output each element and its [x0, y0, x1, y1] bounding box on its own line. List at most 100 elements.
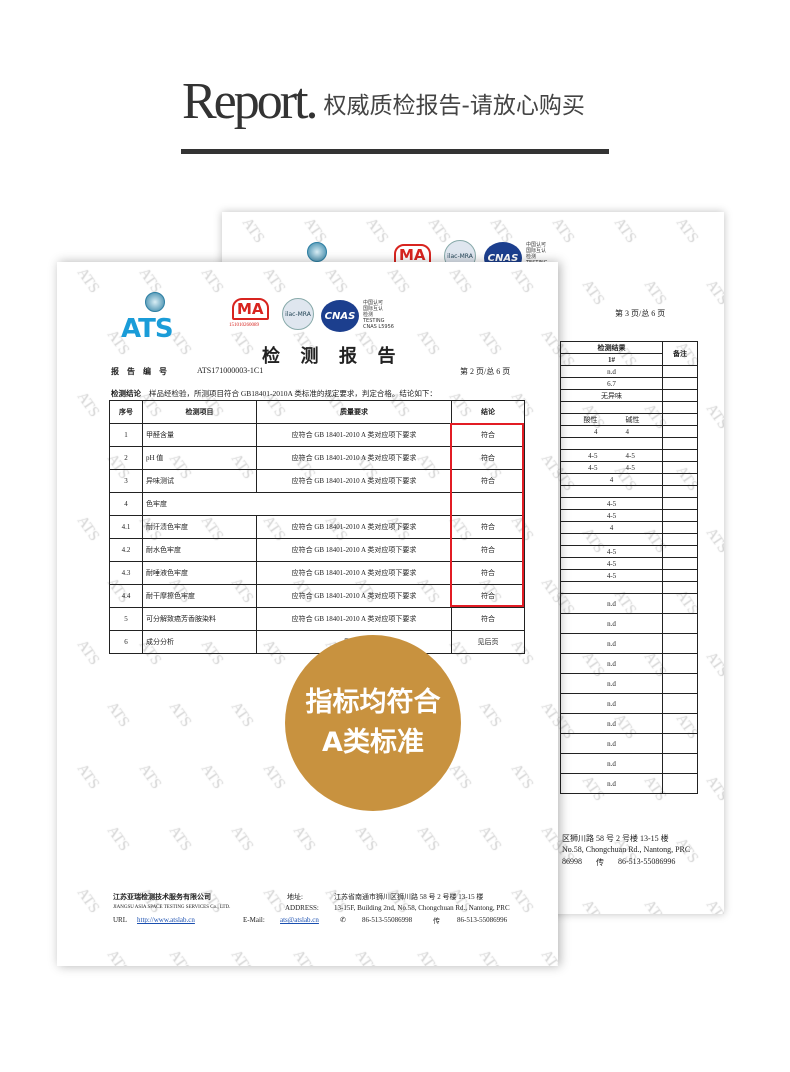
- address-label: 地址:: [287, 893, 303, 901]
- remark-cell: [662, 461, 698, 474]
- header: Report. 权威质检报告-请放心购买: [182, 76, 585, 128]
- result-cell: n.d: [560, 633, 663, 654]
- company-cn: 江苏亚瑞检测技术服务有限公司: [113, 893, 211, 901]
- col-no: 序号: [109, 400, 143, 424]
- result-value: 4-5: [588, 451, 598, 460]
- report-no: ATS171000003-1C1: [197, 366, 264, 375]
- table-row: n.d: [560, 673, 698, 694]
- row-item: pH 值: [142, 446, 257, 470]
- table-row: 4-5 4-5: [560, 461, 698, 474]
- footer-tel: 86998: [562, 857, 582, 866]
- result-cell: [560, 485, 663, 498]
- row-requirement: 应符合 GB 18401-2010 A 类对应项下要求: [256, 607, 452, 631]
- result-value: n.d: [607, 679, 616, 688]
- ats-logo-text: ATS: [121, 314, 174, 344]
- conclusion-label: 检测结论: [111, 389, 141, 398]
- phone: 86-513-55086998: [362, 916, 413, 924]
- website-link[interactable]: http://www.atslab.cn: [137, 916, 195, 924]
- table-row: 4-5: [560, 557, 698, 570]
- badge-line-1: 指标均符合: [305, 687, 441, 718]
- col-requirement: 质量要求: [256, 400, 452, 424]
- table-row: 4-5 4-5: [560, 449, 698, 462]
- result-cell: 4: [560, 521, 663, 534]
- table-row: 6成分分析见后页见后页: [109, 630, 525, 654]
- table-row: 4.1 耐汗渍色牢度 应符合 GB 18401-2010 A 类对应项下要求 符合: [109, 515, 525, 539]
- header-subtitle: 权威质检报告-请放心购买: [323, 93, 585, 119]
- row-requirement: 应符合 GB 18401-2010 A 类对应项下要求: [256, 561, 452, 585]
- results-table: 检测结果 备注 1# n.d 6.7 无异味 酸性 碱性 4 4 4-5 4-5 4-5 4-5 4 4-…: [560, 341, 698, 794]
- row-conclusion: 符合: [451, 607, 525, 631]
- result-header: 检测结果: [560, 341, 663, 354]
- row-no: 2: [109, 446, 143, 470]
- row-no: 4: [109, 492, 143, 516]
- row-item: 色牢度: [142, 492, 452, 516]
- table-row: n.d: [560, 613, 698, 634]
- footer-address: 区狮川路 58 号 2 号楼 13-15 楼: [562, 834, 669, 843]
- result-value: 酸性: [583, 415, 598, 424]
- result-cell: n.d: [560, 653, 663, 674]
- remark-cell: [662, 633, 698, 654]
- phone-icon: ✆: [340, 916, 346, 924]
- table-row: 4: [560, 473, 698, 486]
- remark-cell: [662, 437, 698, 450]
- table-row: n.d: [560, 633, 698, 654]
- result-cell: 4-5: [560, 509, 663, 522]
- row-conclusion: 符合: [451, 446, 525, 470]
- cnas-logo: CNAS: [321, 300, 359, 332]
- remark-cell: [662, 473, 698, 486]
- result-value: 6.7: [607, 379, 616, 388]
- remark-cell: [662, 581, 698, 594]
- table-row: [560, 401, 698, 414]
- sample-id: 1#: [560, 353, 663, 366]
- remark-cell: [662, 545, 698, 558]
- page-number: 第 3 页/总 6 页: [615, 309, 666, 318]
- result-value: 4-5: [588, 463, 598, 472]
- email-link[interactable]: ats@atslab.cn: [280, 916, 319, 924]
- table-row: 4.2 耐水色牢度 应符合 GB 18401-2010 A 类对应项下要求 符合: [109, 538, 525, 562]
- result-value: 4: [594, 427, 598, 436]
- report-wordmark: Report.: [182, 73, 319, 130]
- result-cell: 4-5: [560, 557, 663, 570]
- remark-cell: [662, 593, 698, 614]
- row-item: 可分解致癌芳香胺染料: [142, 607, 257, 631]
- row-item: 异味测试: [142, 469, 257, 493]
- remark-cell: [662, 449, 698, 462]
- row-no: 4.1: [109, 515, 143, 539]
- result-cell: n.d: [560, 673, 663, 694]
- remark-cell: [662, 693, 698, 714]
- result-value: n.d: [607, 619, 616, 628]
- remark-cell: [662, 713, 698, 734]
- result-cell: 4-5: [560, 569, 663, 582]
- badge-line-2: A类标准: [322, 727, 424, 758]
- report-title: 检 测 报 告: [262, 346, 404, 366]
- remark-cell: [662, 773, 698, 794]
- remark-cell: [662, 389, 698, 402]
- result-value: n.d: [607, 599, 616, 608]
- fax-icon: 传: [596, 858, 604, 867]
- result-value: 4: [625, 427, 630, 436]
- result-value: 4-5: [625, 463, 635, 472]
- result-value: n.d: [607, 639, 616, 648]
- row-no: 6: [109, 630, 143, 654]
- table-row: 4-5: [560, 497, 698, 510]
- col-conclusion: 结论: [451, 400, 525, 424]
- result-cell: n.d: [560, 733, 663, 754]
- remark-cell: [662, 733, 698, 754]
- result-cell: [560, 401, 663, 414]
- result-value: n.d: [607, 759, 616, 768]
- compliance-badge: 指标均符合 A类标准: [285, 635, 461, 811]
- result-cell: 6.7: [560, 377, 663, 390]
- table-row: n.d: [560, 733, 698, 754]
- remark-cell: [662, 653, 698, 674]
- table-row: [560, 581, 698, 594]
- result-cell: 4-5 4-5: [560, 461, 663, 474]
- cma-number: 151010260089: [229, 323, 259, 328]
- table-row: 4-5: [560, 509, 698, 522]
- table-row: 5 可分解致癌芳香胺染料 应符合 GB 18401-2010 A 类对应项下要求 符合: [109, 607, 525, 631]
- result-cell: 酸性 碱性: [560, 413, 663, 426]
- conclusion-highlight-box: [450, 423, 524, 607]
- table-row: n.d: [560, 365, 698, 378]
- cma-logo: MA: [232, 298, 269, 320]
- row-requirement: 应符合 GB 18401-2010 A 类对应项下要求: [256, 515, 452, 539]
- table-row: n.d: [560, 773, 698, 794]
